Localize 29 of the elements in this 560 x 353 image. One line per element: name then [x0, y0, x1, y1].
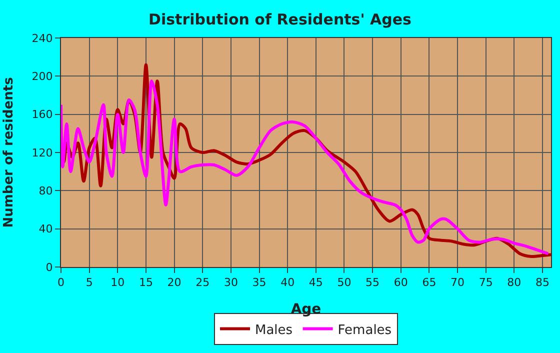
y-tick-label: 40: [38, 222, 53, 236]
y-tick-label: 160: [32, 108, 53, 122]
x-tick-label: 80: [507, 276, 522, 290]
x-tick-label: 35: [252, 276, 266, 290]
x-tick-label: 50: [337, 276, 352, 290]
chart-title: Distribution of Residents' Ages: [148, 10, 412, 29]
y-tick-label: 0: [46, 260, 53, 274]
y-tick-label: 240: [32, 32, 53, 45]
x-tick-label: 65: [422, 276, 436, 290]
x-tick-label: 30: [224, 276, 238, 290]
x-tick-label: 5: [86, 276, 93, 290]
x-tick-label: 55: [366, 276, 380, 290]
y-axis-title: Number of residents: [2, 76, 17, 228]
x-tick-label: 70: [450, 276, 465, 290]
y-tick-label: 80: [38, 184, 53, 198]
legend-label: Females: [338, 322, 392, 338]
x-tick-label: 85: [536, 276, 550, 290]
x-tick-label: 20: [167, 276, 182, 290]
x-tick-label: 15: [138, 276, 153, 290]
x-tick-label: 60: [394, 276, 408, 290]
x-tick-label: 0: [58, 276, 64, 290]
y-tick-label: 120: [32, 146, 53, 160]
x-tick-label: 25: [196, 276, 210, 290]
legend-label: Males: [255, 322, 293, 338]
x-tick-label: 75: [478, 276, 493, 290]
x-tick-label: 45: [308, 276, 323, 290]
x-tick-label: 40: [280, 276, 295, 290]
y-tick-label: 200: [32, 70, 53, 84]
x-tick-label: 10: [110, 276, 125, 290]
